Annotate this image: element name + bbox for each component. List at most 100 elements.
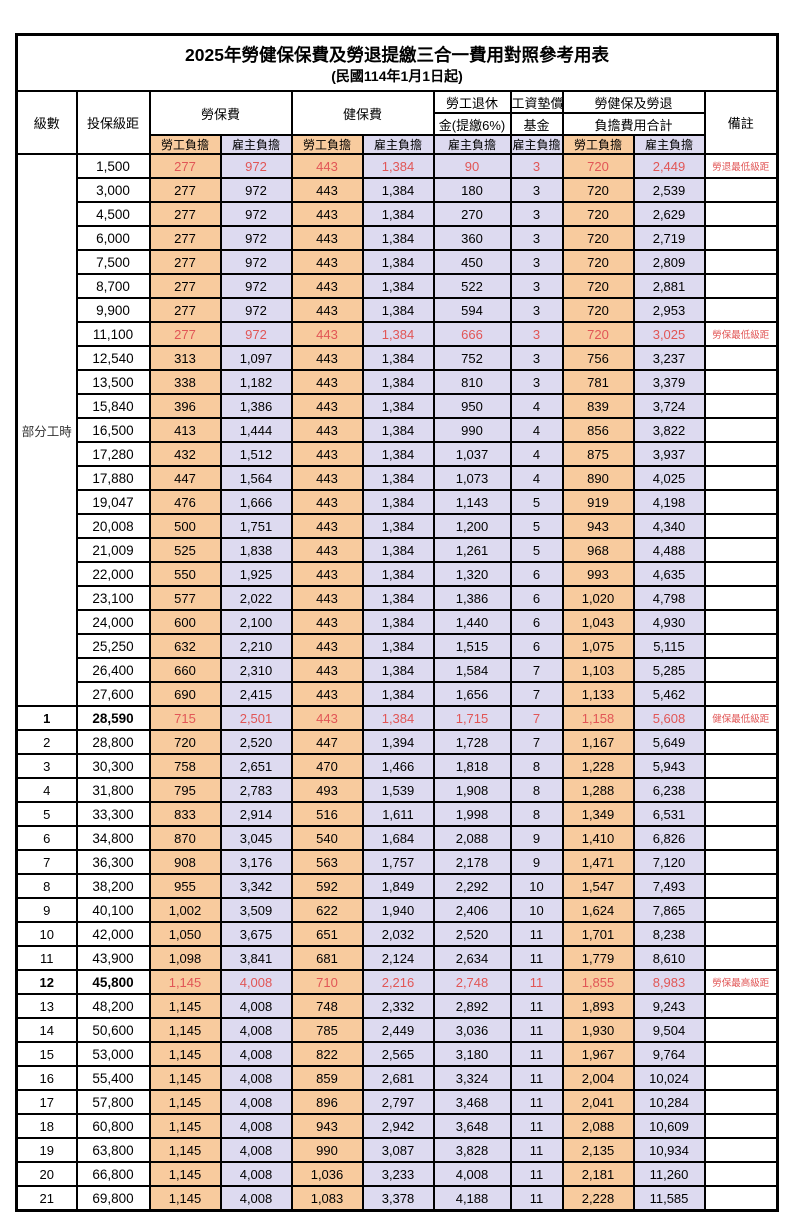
fee-cell: 1,145 (148, 969, 222, 995)
table-header: 2025年勞健保保費及勞退提繳三合一費用對照參考用表 (民國114年1月1日起)… (15, 33, 779, 155)
fee-cell: 859 (290, 1065, 364, 1091)
col-header-total-line2: 負擔費用合計 (561, 112, 706, 136)
fee-cell: 875 (561, 441, 635, 467)
fee-cell: 11 (509, 1041, 564, 1067)
level-cell: 4 (15, 777, 78, 803)
table-row: 12 45,800 1,145 4,008 710 2,216 2,748 11 1,855 8,… (15, 969, 779, 995)
fee-cell: 6 (509, 609, 564, 635)
fee-cell: 972 (219, 177, 293, 203)
fee-cell: 993 (561, 561, 635, 587)
level-cell: 1 (15, 705, 78, 731)
fee-cell: 1,002 (148, 897, 222, 923)
table-row: 2 28,800 720 2,520 447 1,394 1,728 7 1,167 5,649 (15, 729, 779, 755)
fee-cell: 11 (509, 1137, 564, 1163)
fee-cell: 277 (148, 321, 222, 347)
fee-cell: 2,953 (632, 297, 706, 323)
fee-cell: 2,719 (632, 225, 706, 251)
fee-cell: 5,462 (632, 681, 706, 707)
fee-cell: 1,893 (561, 993, 635, 1019)
fee-cell: 443 (290, 441, 364, 467)
remark-cell (703, 681, 779, 707)
fee-cell: 2,449 (632, 153, 706, 179)
fee-cell: 3,648 (432, 1113, 512, 1139)
fee-cell: 4 (509, 465, 564, 491)
fee-cell: 781 (561, 369, 635, 395)
fee-cell: 2,100 (219, 609, 293, 635)
fee-cell: 443 (290, 657, 364, 683)
table-row: 6,000 277 972 443 1,384 360 3 720 2,719 (17, 225, 779, 251)
bracket-cell: 21,009 (75, 537, 151, 563)
table-row: 20,008 500 1,751 443 1,384 1,200 5 943 4,340 (17, 513, 779, 539)
fee-cell: 4,798 (632, 585, 706, 611)
fee-cell: 11 (509, 969, 564, 995)
fee-cell: 1,384 (361, 249, 435, 275)
fee-cell: 10,609 (632, 1113, 706, 1139)
col-header-remark: 備註 (703, 90, 779, 155)
fee-cell: 450 (432, 249, 512, 275)
remark-cell (703, 873, 779, 899)
fee-cell: 968 (561, 537, 635, 563)
fee-cell: 839 (561, 393, 635, 419)
fee-cell: 1,384 (361, 465, 435, 491)
remark-cell (703, 417, 779, 443)
fee-cell: 3 (509, 297, 564, 323)
level-cell: 19 (15, 1137, 78, 1163)
fee-cell: 432 (148, 441, 222, 467)
fee-cell: 1,043 (561, 609, 635, 635)
fee-cell: 908 (148, 849, 222, 875)
fee-cell: 3,509 (219, 897, 293, 923)
table-row: 17 57,800 1,145 4,008 896 2,797 3,468 11 2,041 10… (15, 1089, 779, 1115)
level-cell: 18 (15, 1113, 78, 1139)
fee-cell: 2,292 (432, 873, 512, 899)
bracket-cell: 45,800 (75, 969, 151, 995)
fee-cell: 1,384 (361, 657, 435, 683)
subheader-total-employee: 勞工負擔 (561, 134, 635, 155)
fee-cell: 2,914 (219, 801, 293, 827)
fee-cell: 11 (509, 1113, 564, 1139)
bracket-cell: 3,000 (75, 177, 151, 203)
fee-cell: 1,098 (148, 945, 222, 971)
fee-cell: 277 (148, 153, 222, 179)
fee-cell: 795 (148, 777, 222, 803)
fee-cell: 180 (432, 177, 512, 203)
remark-cell (703, 1089, 779, 1115)
bracket-cell: 42,000 (75, 921, 151, 947)
fee-cell: 2,406 (432, 897, 512, 923)
fee-cell: 1,384 (361, 177, 435, 203)
table-row: 23,100 577 2,022 443 1,384 1,386 6 1,020 4,798 (17, 585, 779, 611)
title-block: 2025年勞健保保費及勞退提繳三合一費用對照參考用表 (民國114年1月1日起) (15, 33, 779, 92)
table-row: 4 31,800 795 2,783 493 1,539 1,908 8 1,288 6,238 (15, 777, 779, 803)
fee-cell: 277 (148, 249, 222, 275)
remark-cell (703, 177, 779, 203)
fee-cell: 443 (290, 393, 364, 419)
fee-cell: 443 (290, 225, 364, 251)
table-body: 部分工時 1,500 277 972 443 1,384 90 3 720 2,449 勞退最低級距… (15, 153, 779, 1212)
fee-cell: 3 (509, 345, 564, 371)
fee-cell: 1,384 (361, 297, 435, 323)
fee-cell: 1,384 (361, 489, 435, 515)
level-cell: 5 (15, 801, 78, 827)
fee-cell: 972 (219, 273, 293, 299)
fee-cell: 11 (509, 1089, 564, 1115)
level-cell: 16 (15, 1065, 78, 1091)
fee-cell: 3 (509, 177, 564, 203)
fee-cell: 2,651 (219, 753, 293, 779)
fee-cell: 1,143 (432, 489, 512, 515)
table-row: 21 69,800 1,145 4,008 1,083 3,378 4,188 11 2,228… (15, 1185, 779, 1212)
fee-cell: 3,233 (361, 1161, 435, 1187)
fee-cell: 1,288 (561, 777, 635, 803)
fee-cell: 1,624 (561, 897, 635, 923)
bracket-cell: 17,880 (75, 465, 151, 491)
fee-cell: 4,008 (219, 1017, 293, 1043)
bracket-cell: 38,200 (75, 873, 151, 899)
fee-cell: 720 (148, 729, 222, 755)
fee-cell: 1,967 (561, 1041, 635, 1067)
fee-cell: 720 (561, 249, 635, 275)
fee-cell: 9,504 (632, 1017, 706, 1043)
fee-cell: 720 (561, 273, 635, 299)
fee-cell: 2,181 (561, 1161, 635, 1187)
remark-cell (703, 201, 779, 227)
remark-cell (703, 1137, 779, 1163)
fee-cell: 1,384 (361, 705, 435, 731)
fee-cell: 1,444 (219, 417, 293, 443)
